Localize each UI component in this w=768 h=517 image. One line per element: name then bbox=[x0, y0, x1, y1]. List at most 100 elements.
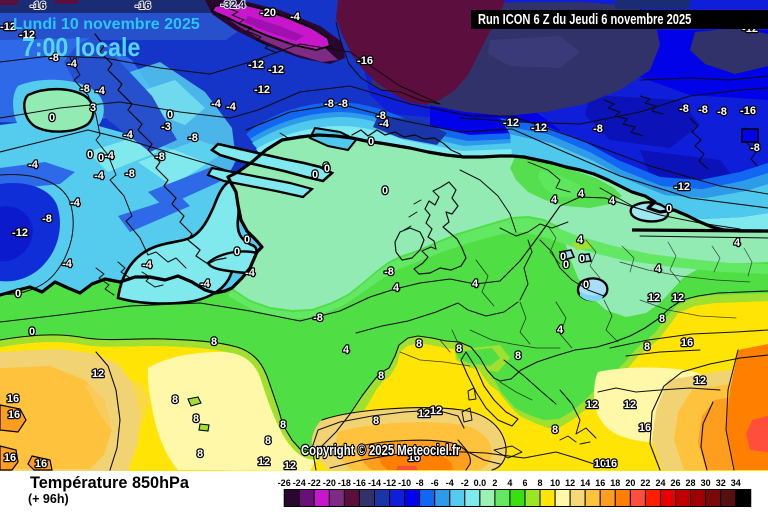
svg-text:-12: -12 bbox=[503, 117, 519, 129]
svg-text:4: 4 bbox=[578, 188, 585, 200]
svg-text:8: 8 bbox=[280, 419, 286, 431]
svg-text:8: 8 bbox=[416, 338, 422, 350]
svg-text:-10: -10 bbox=[398, 478, 411, 488]
svg-text:8: 8 bbox=[515, 350, 521, 362]
svg-text:0: 0 bbox=[29, 326, 35, 338]
svg-text:0: 0 bbox=[560, 251, 566, 263]
svg-text:-4: -4 bbox=[142, 259, 153, 271]
svg-text:Run ICON 6 Z du Jeudi 6 novemb: Run ICON 6 Z du Jeudi 6 novembre 2025 bbox=[478, 10, 691, 27]
svg-text:-24: -24 bbox=[293, 478, 306, 488]
svg-text:0: 0 bbox=[579, 253, 585, 265]
svg-text:-4: -4 bbox=[446, 478, 454, 488]
svg-text:-8: -8 bbox=[384, 266, 394, 278]
svg-text:16: 16 bbox=[35, 458, 47, 470]
svg-text:34: 34 bbox=[731, 478, 741, 488]
svg-text:4: 4 bbox=[551, 194, 558, 206]
svg-text:-8: -8 bbox=[750, 142, 760, 154]
svg-text:12: 12 bbox=[418, 408, 430, 420]
svg-text:-4: -4 bbox=[70, 197, 81, 209]
svg-text:-4: -4 bbox=[104, 150, 115, 162]
svg-text:Lundi 10 novembre 2025: Lundi 10 novembre 2025 bbox=[13, 16, 200, 33]
svg-text:12: 12 bbox=[694, 375, 706, 387]
svg-text:0.0: 0.0 bbox=[474, 478, 487, 488]
svg-text:-20: -20 bbox=[260, 7, 276, 19]
svg-text:-8: -8 bbox=[80, 83, 90, 95]
svg-text:16: 16 bbox=[639, 422, 651, 434]
svg-text:0: 0 bbox=[583, 279, 589, 291]
svg-text:-8: -8 bbox=[416, 478, 424, 488]
svg-text:0: 0 bbox=[49, 112, 55, 124]
svg-text:14: 14 bbox=[580, 478, 590, 488]
svg-text:-12: -12 bbox=[674, 181, 690, 193]
svg-text:-26: -26 bbox=[278, 478, 291, 488]
svg-text:-8: -8 bbox=[698, 104, 708, 116]
svg-text:-22: -22 bbox=[308, 478, 321, 488]
svg-text:8: 8 bbox=[265, 435, 271, 447]
svg-text:0: 0 bbox=[98, 152, 104, 164]
svg-text:8: 8 bbox=[373, 415, 379, 427]
svg-text:-4: -4 bbox=[200, 278, 211, 290]
svg-text:-8: -8 bbox=[155, 151, 165, 163]
svg-text:-8: -8 bbox=[49, 52, 59, 64]
svg-text:0: 0 bbox=[244, 234, 250, 246]
svg-text:-6: -6 bbox=[431, 478, 439, 488]
svg-text:8: 8 bbox=[552, 424, 558, 436]
svg-text:12: 12 bbox=[565, 478, 575, 488]
svg-text:8: 8 bbox=[644, 341, 650, 353]
svg-text:12: 12 bbox=[624, 399, 636, 411]
svg-text:2: 2 bbox=[492, 478, 497, 488]
svg-text:-8: -8 bbox=[593, 123, 603, 135]
svg-text:Température 850hPa: Température 850hPa bbox=[30, 474, 190, 492]
svg-text:-4: -4 bbox=[290, 11, 301, 23]
svg-text:-8: -8 bbox=[42, 213, 52, 225]
svg-text:-16: -16 bbox=[740, 105, 756, 117]
svg-text:8: 8 bbox=[172, 394, 178, 406]
svg-text:16: 16 bbox=[7, 393, 19, 405]
svg-text:0: 0 bbox=[382, 185, 388, 197]
svg-text:-4: -4 bbox=[62, 258, 73, 270]
svg-text:-12: -12 bbox=[383, 478, 396, 488]
svg-text:32: 32 bbox=[716, 478, 726, 488]
svg-text:8: 8 bbox=[211, 336, 217, 348]
svg-text:-8: -8 bbox=[376, 110, 386, 122]
svg-text:12: 12 bbox=[672, 292, 684, 304]
svg-text:12: 12 bbox=[586, 399, 598, 411]
svg-text:8: 8 bbox=[193, 413, 199, 425]
svg-text:7:00 locale: 7:00 locale bbox=[22, 34, 140, 63]
svg-text:(+ 96h): (+ 96h) bbox=[28, 492, 69, 506]
svg-text:-18: -18 bbox=[338, 478, 351, 488]
svg-text:-12: -12 bbox=[268, 64, 284, 76]
svg-text:12: 12 bbox=[92, 368, 104, 380]
svg-text:0: 0 bbox=[234, 246, 240, 258]
svg-text:-8: -8 bbox=[313, 312, 323, 324]
svg-text:0: 0 bbox=[563, 259, 569, 271]
svg-text:0: 0 bbox=[324, 163, 330, 175]
svg-text:-12: -12 bbox=[254, 84, 270, 96]
svg-text:0: 0 bbox=[15, 288, 21, 300]
svg-text:4: 4 bbox=[343, 344, 350, 356]
svg-text:10: 10 bbox=[550, 478, 560, 488]
svg-text:12: 12 bbox=[258, 456, 270, 468]
svg-text:0: 0 bbox=[312, 169, 318, 181]
svg-text:-12: -12 bbox=[531, 122, 547, 134]
svg-text:-16: -16 bbox=[353, 478, 366, 488]
svg-text:-4: -4 bbox=[379, 118, 390, 130]
svg-text:-4: -4 bbox=[211, 98, 222, 110]
svg-text:-4: -4 bbox=[245, 267, 256, 279]
svg-text:-12: -12 bbox=[12, 227, 28, 239]
svg-text:30: 30 bbox=[701, 478, 711, 488]
svg-text:-8: -8 bbox=[338, 98, 348, 110]
svg-text:8: 8 bbox=[197, 448, 203, 460]
svg-text:4: 4 bbox=[557, 324, 564, 336]
svg-text:16: 16 bbox=[605, 458, 617, 470]
svg-text:0: 0 bbox=[666, 203, 672, 215]
svg-text:-4: -4 bbox=[95, 85, 106, 97]
svg-text:4: 4 bbox=[577, 234, 584, 246]
svg-text:0: 0 bbox=[368, 136, 374, 148]
svg-text:12: 12 bbox=[648, 292, 660, 304]
svg-text:-16: -16 bbox=[135, 0, 151, 12]
svg-text:16: 16 bbox=[408, 452, 420, 464]
svg-text:16: 16 bbox=[8, 409, 20, 421]
svg-text:-8: -8 bbox=[717, 106, 727, 118]
svg-text:16: 16 bbox=[681, 337, 693, 349]
